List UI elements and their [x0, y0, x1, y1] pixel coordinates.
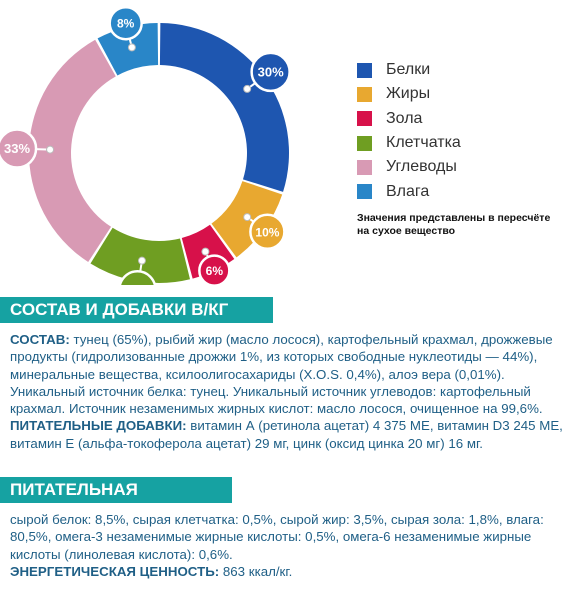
- legend-swatch: [357, 184, 372, 200]
- value-label-1: 10%: [255, 225, 279, 239]
- energy-label: ЭНЕРГЕТИЧЕСКАЯ ЦЕННОСТЬ:: [10, 563, 220, 579]
- legend-item-3: Клетчатка: [357, 131, 461, 155]
- value-badge-4: [0, 128, 38, 169]
- donut-slice-0: [159, 23, 289, 192]
- nutrition-body: сырой белок: 8,5%, сырая клетчатка: 0,5%…: [10, 512, 544, 562]
- legend-swatch: [357, 86, 372, 102]
- legend-item-4: Углеводы: [357, 155, 461, 179]
- value-label-0: 30%: [258, 64, 284, 79]
- connector-dot-2: [201, 247, 210, 256]
- legend-label: Зола: [386, 109, 423, 127]
- legend-label: Клетчатка: [386, 134, 461, 152]
- value-badge-1: [249, 213, 286, 251]
- connector-dot-1: [243, 213, 252, 222]
- value-label-2: 6%: [206, 264, 224, 278]
- value-label-5: 8%: [117, 17, 135, 31]
- legend-swatch: [357, 135, 372, 151]
- connector-dot-4: [46, 145, 55, 154]
- value-badge-2: [198, 254, 231, 285]
- additives-label: ПИТАТЕЛЬНЫЕ ДОБАВКИ:: [10, 418, 187, 434]
- connector-dot-5: [127, 43, 136, 52]
- value-badge-5: [108, 5, 143, 41]
- composition-body: тунец (65%), рыбий жир (масло лосося), к…: [10, 332, 553, 417]
- composition-header: СОСТАВ И ДОБАВКИ В/КГ: [0, 297, 273, 323]
- nutrition-header: ПИТАТЕЛЬНАЯ ЦЕННОСТЬ: [0, 477, 232, 525]
- legend-item-1: Жиры: [357, 82, 461, 106]
- value-badge-3: [118, 270, 157, 285]
- composition-text: СОСТАВ: тунец (65%), рыбий жир (масло ло…: [10, 331, 570, 452]
- energy-body: 863 ккал/кг.: [219, 563, 293, 579]
- legend-swatch: [357, 159, 372, 175]
- legend-label: Белки: [386, 61, 431, 79]
- legend-note: Значения представлены в пересчёте на сух…: [357, 212, 551, 237]
- chart-legend: Белки Жиры Зола Клетчатка Углеводы Влага: [357, 58, 461, 204]
- legend-swatch: [357, 111, 372, 127]
- donut-slice-4: [29, 39, 116, 263]
- value-badge-0: [250, 51, 291, 93]
- connector-dot-0: [243, 84, 252, 93]
- legend-label: Жиры: [386, 85, 431, 103]
- donut-chart-svg: 30% 10% 6% 13% 33% 8%: [0, 5, 291, 285]
- donut-chart: 30% 10% 6% 13% 33% 8%: [0, 0, 340, 285]
- legend-label: Влага: [386, 182, 430, 200]
- additives-body: витамин А (ретинола ацетат) 4 375 МЕ, ви…: [10, 418, 563, 451]
- legend-item-2: Зола: [357, 107, 461, 131]
- connector-dot-3: [137, 256, 146, 265]
- donut-slice-5: [97, 23, 159, 76]
- donut-slice-3: [90, 227, 191, 283]
- composition-label: СОСТАВ:: [10, 332, 70, 347]
- legend-swatch: [357, 62, 372, 78]
- nutrition-text: сырой белок: 8,5%, сырая клетчатка: 0,5%…: [10, 511, 570, 580]
- legend-label: Углеводы: [386, 158, 457, 176]
- legend-item-5: Влага: [357, 179, 461, 203]
- value-label-3: 13%: [124, 282, 150, 285]
- value-label-4: 33%: [4, 141, 30, 156]
- legend-item-0: Белки: [357, 58, 461, 82]
